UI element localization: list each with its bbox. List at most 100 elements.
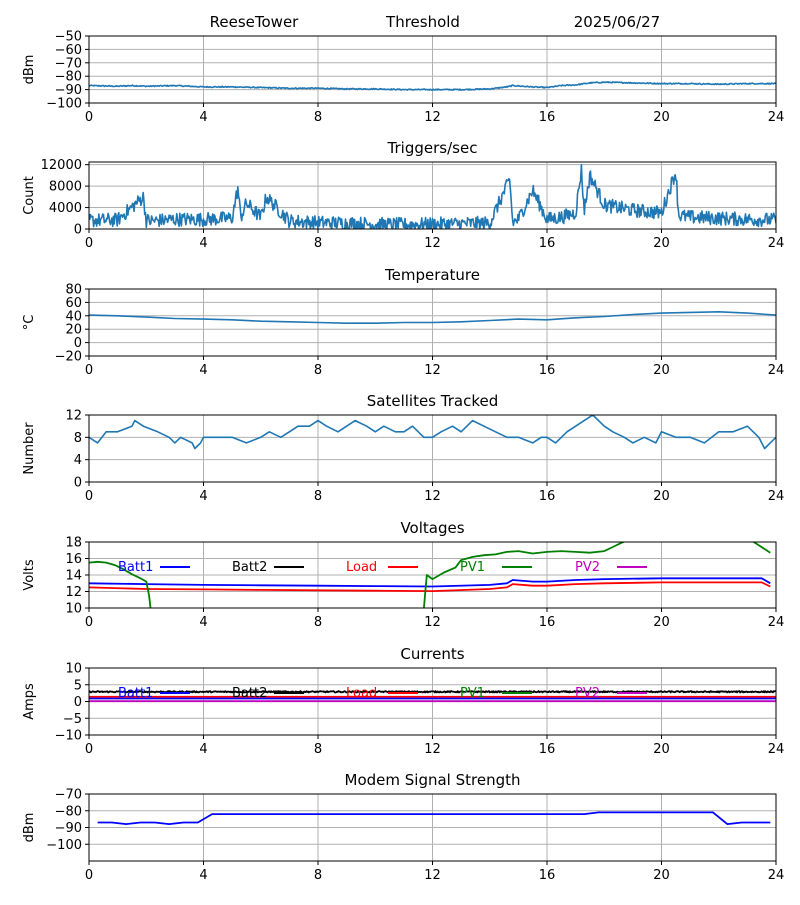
x-tick-label: 16 — [539, 868, 556, 883]
y-tick-label: −80 — [55, 70, 82, 85]
x-tick-label: 12 — [424, 363, 441, 378]
voltages-series-load-1 — [89, 581, 771, 592]
temperature-title: Temperature — [384, 266, 480, 284]
threshold-y-label: dBm — [22, 55, 37, 85]
y-tick-label: 12000 — [41, 158, 82, 173]
x-tick-label: 0 — [85, 868, 93, 883]
triggers-title: Triggers/sec — [387, 139, 478, 157]
threshold-y-axis: −100−90−80−70−60−50 — [46, 30, 89, 112]
x-tick-label: 20 — [653, 615, 670, 630]
x-tick-label: 0 — [85, 236, 93, 251]
y-tick-label: −5 — [63, 712, 82, 727]
x-tick-label: 4 — [199, 363, 207, 378]
x-tick-label: 20 — [653, 110, 670, 125]
x-tick-label: 12 — [424, 742, 441, 757]
x-tick-label: 24 — [768, 615, 785, 630]
x-tick-label: 4 — [199, 742, 207, 757]
x-tick-label: 24 — [768, 363, 785, 378]
voltages-title: Voltages — [400, 519, 464, 537]
x-tick-label: 0 — [85, 615, 93, 630]
y-tick-label: 4 — [74, 453, 82, 468]
y-tick-label: 20 — [65, 323, 82, 338]
panel-triggers: 0 4 8 12 16 20 24 0 4000 8000 12000 Count Triggers/s… — [22, 139, 784, 251]
legend-label-pv2: PV2 — [575, 686, 600, 701]
modem-x-axis: 0 4 8 12 16 20 24 — [85, 861, 784, 883]
x-tick-label: 8 — [314, 868, 322, 883]
x-tick-label: 12 — [424, 615, 441, 630]
y-tick-label: 16 — [65, 552, 82, 567]
x-tick-label: 24 — [768, 742, 785, 757]
temperature-x-axis: 0 4 8 12 16 20 24 — [85, 356, 784, 378]
voltages-legend: Batt1 Batt2 Load PV1 PV2 — [118, 560, 647, 575]
legend-label-pv2: PV2 — [575, 560, 600, 575]
currents-x-axis: 0 4 8 12 16 20 24 — [85, 735, 784, 757]
satellites-y-label: Number — [22, 422, 37, 475]
x-tick-label: 24 — [768, 489, 785, 504]
voltages-series-pv1-3 — [422, 542, 626, 608]
x-tick-label: 8 — [314, 236, 322, 251]
x-tick-label: 20 — [653, 742, 670, 757]
voltages-series-pv1-2 — [89, 560, 152, 608]
x-tick-label: 12 — [424, 489, 441, 504]
x-tick-label: 20 — [653, 868, 670, 883]
y-tick-label: −70 — [55, 56, 82, 71]
x-tick-label: 24 — [768, 110, 785, 125]
x-tick-label: 4 — [199, 236, 207, 251]
modem-series-group — [97, 811, 771, 825]
modem-series-line-0 — [97, 811, 771, 825]
panel-threshold: 0 4 8 12 16 20 24 −100−90−80−70−60−50 dBm — [22, 30, 784, 126]
y-tick-label: −100 — [46, 838, 82, 853]
y-tick-label: 4000 — [49, 201, 82, 216]
y-tick-label: 80 — [65, 283, 82, 298]
y-tick-label: −90 — [55, 83, 82, 98]
y-tick-label: 12 — [65, 409, 82, 424]
y-tick-label: −60 — [55, 43, 82, 58]
legend-label-batt1: Batt1 — [118, 686, 153, 701]
x-tick-label: 4 — [199, 868, 207, 883]
modem-y-axis: −100 −90 −80−70 — [46, 788, 89, 853]
currents-title: Currents — [400, 645, 464, 663]
y-tick-label: 5 — [74, 678, 82, 693]
y-tick-label: 12 — [65, 585, 82, 600]
legend-label-pv1: PV1 — [460, 560, 485, 575]
voltages-series-batt1-0 — [89, 577, 771, 588]
y-tick-label: −100 — [46, 97, 82, 112]
voltages-grid — [88, 541, 777, 609]
legend-label-load: Load — [346, 686, 377, 701]
triggers-y-axis: 0 4000 8000 12000 — [41, 158, 89, 238]
x-tick-label: 20 — [653, 236, 670, 251]
triggers-x-axis: 0 4 8 12 16 20 24 — [85, 229, 784, 251]
temperature-series-line-0 — [89, 310, 776, 325]
x-tick-label: 0 — [85, 363, 93, 378]
y-tick-label: 0 — [74, 223, 82, 238]
x-tick-label: 4 — [199, 110, 207, 125]
threshold-series-group — [89, 81, 776, 91]
y-tick-label: 40 — [65, 309, 82, 324]
satellites-title: Satellites Tracked — [367, 392, 498, 410]
x-tick-label: 8 — [314, 742, 322, 757]
y-tick-label: 10 — [65, 662, 82, 677]
y-tick-label: −70 — [55, 788, 82, 803]
header-mode: Threshold — [385, 13, 460, 31]
y-tick-label: 0 — [74, 695, 82, 710]
x-tick-label: 0 — [85, 742, 93, 757]
currents-y-axis: −10 −5 0 510 — [55, 662, 89, 744]
y-tick-label: 0 — [74, 476, 82, 491]
legend-label-pv1: PV1 — [460, 686, 485, 701]
figure-header: ReeseTower Threshold 2025/06/27 — [210, 13, 661, 31]
voltages-x-axis: 0 4 8 12 16 20 24 — [85, 608, 784, 630]
x-tick-label: 20 — [653, 489, 670, 504]
x-tick-label: 12 — [424, 236, 441, 251]
y-tick-label: −10 — [55, 729, 82, 744]
triggers-y-label: Count — [22, 176, 37, 215]
threshold-grid — [88, 35, 777, 104]
x-tick-label: 24 — [768, 868, 785, 883]
voltages-series-pv1-4 — [752, 542, 771, 554]
temperature-series-group — [89, 310, 776, 325]
